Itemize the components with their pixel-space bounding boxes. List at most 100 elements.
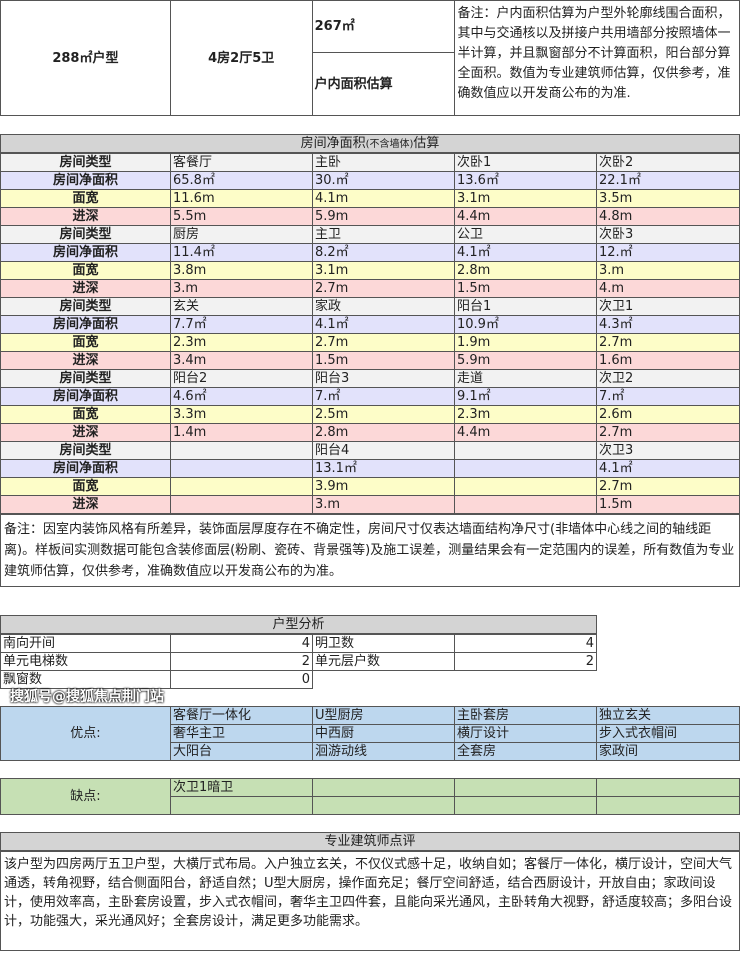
row-label: 房间类型	[0, 369, 171, 388]
cell: 2.8m	[454, 261, 597, 280]
row-label: 进深	[0, 423, 171, 442]
table-row: 进深 3.m 2.7m 1.5m 4.m	[0, 279, 740, 298]
cell: 7.㎡	[596, 387, 740, 406]
layout: 4房2厅5卫	[169, 0, 313, 116]
cell: 1.6m	[596, 351, 740, 370]
table-row: 优点: 客餐厅一体化 U型厨房 主卧套房 独立玄关	[0, 706, 740, 761]
cell: 次卧2	[596, 153, 740, 172]
item: 奢华主卫	[170, 724, 313, 743]
item: 全套房	[454, 742, 597, 761]
cell: 1.4m	[170, 423, 313, 442]
cell: 3.5m	[596, 189, 740, 208]
cell: 4.m	[596, 279, 740, 298]
value: 2	[454, 652, 597, 671]
row-label: 房间净面积	[0, 171, 171, 190]
cell: 4.1㎡	[596, 459, 740, 478]
cell: 7.㎡	[312, 387, 455, 406]
room-area-table: 房间净面积(不含墙体)估算 房间类型 客餐厅 主卧 次卧1 次卧2 房间净面积 65.8㎡ 3…	[0, 134, 740, 587]
table-row: 缺点: 次卫1暗卫	[0, 778, 740, 815]
table-row: 南向开间 4 明卫数 4	[0, 634, 597, 653]
review-title: 专业建筑师点评	[0, 832, 740, 851]
cell: 5.5m	[170, 207, 313, 226]
table-row: 进深 1.4m 2.8m 4.4m 2.7m	[0, 423, 740, 442]
item: 大阳台	[170, 742, 313, 761]
table-row: 房间净面积 65.8㎡ 30.㎡ 13.6㎡ 22.1㎡	[0, 171, 740, 190]
table-row: 进深 3.m 1.5m	[0, 495, 740, 514]
table-row: 进深 3.4m 1.5m 5.9m 1.6m	[0, 351, 740, 370]
cell: 4.4m	[454, 207, 597, 226]
cell: 阳台1	[454, 297, 597, 316]
cell: 次卫2	[596, 369, 740, 388]
table-row: 面宽 2.3m 2.7m 1.9m 2.7m	[0, 333, 740, 352]
cell: 厨房	[170, 225, 313, 244]
cell: 2.8m	[312, 423, 455, 442]
item	[170, 796, 313, 815]
cell: 1.5m	[312, 351, 455, 370]
table-row: 奢华主卫 中西厨 横厅设计 步入式衣帽间	[1, 724, 740, 743]
cell: 3.m	[312, 495, 455, 514]
table-row: 飘窗数 0	[0, 670, 597, 689]
item: 次卫1暗卫	[170, 778, 313, 797]
row-label: 面宽	[0, 477, 171, 496]
row-label: 房间净面积	[0, 459, 171, 478]
cell: 2.7m	[596, 333, 740, 352]
cell: 阳台2	[170, 369, 313, 388]
empty-cell	[455, 671, 597, 689]
cell: 5.9m	[312, 207, 455, 226]
table-row: 单元电梯数 2 单元层户数 2	[0, 652, 597, 671]
row-label: 房间净面积	[0, 387, 171, 406]
cell: 4.1㎡	[312, 315, 455, 334]
row-label: 进深	[0, 351, 171, 370]
cell: 8.2㎡	[312, 243, 455, 262]
empty-cell	[313, 671, 455, 689]
item: 客餐厅一体化	[170, 706, 313, 725]
cell	[170, 441, 313, 460]
cell: 次卫3	[596, 441, 740, 460]
item: U型厨房	[312, 706, 455, 725]
cell: 次卧3	[596, 225, 740, 244]
cell: 30.㎡	[312, 171, 455, 190]
row-label: 进深	[0, 495, 171, 514]
item: 洄游动线	[312, 742, 455, 761]
value: 0	[170, 670, 313, 689]
row-label: 面宽	[0, 261, 171, 280]
value: 4	[454, 634, 597, 653]
item	[312, 778, 455, 797]
value: 4	[170, 634, 313, 653]
cell	[454, 459, 597, 478]
analysis-title: 户型分析	[0, 615, 597, 634]
item: 主卧套房	[454, 706, 597, 725]
item: 步入式衣帽间	[596, 724, 740, 743]
item	[596, 778, 740, 797]
row-label: 面宽	[0, 333, 171, 352]
cell: 3.m	[596, 261, 740, 280]
pros-label: 优点:	[0, 706, 171, 761]
row-label: 房间净面积	[0, 315, 171, 334]
cell: 阳台4	[312, 441, 455, 460]
value: 2	[170, 652, 313, 671]
row-label: 房间类型	[0, 297, 171, 316]
cell: 玄关	[170, 297, 313, 316]
cell	[454, 477, 597, 496]
cell	[454, 441, 597, 460]
cell: 3.3m	[170, 405, 313, 424]
cell: 次卫1	[596, 297, 740, 316]
unit-type: 288㎡户型	[0, 0, 171, 116]
table-row: 房间净面积 11.4㎡ 8.2㎡ 4.1㎡ 12.㎡	[0, 243, 740, 262]
cell: 客餐厅	[170, 153, 313, 172]
table-row: 房间净面积 4.6㎡ 7.㎡ 9.1㎡ 7.㎡	[0, 387, 740, 406]
cell: 3.1m	[454, 189, 597, 208]
cell: 主卫	[312, 225, 455, 244]
cell: 9.1㎡	[454, 387, 597, 406]
row-label: 面宽	[0, 405, 171, 424]
cell	[170, 477, 313, 496]
table-row: 房间类型 客餐厅 主卧 次卧1 次卧2	[0, 153, 740, 172]
cell: 4.8m	[596, 207, 740, 226]
table-row: 房间净面积 7.7㎡ 4.1㎡ 10.9㎡ 4.3㎡	[0, 315, 740, 334]
cell: 走道	[454, 369, 597, 388]
room-table-title-main: 房间净面积	[300, 136, 366, 151]
cell: 1.9m	[454, 333, 597, 352]
table-row: 面宽 11.6m 4.1m 3.1m 3.5m	[0, 189, 740, 208]
table-row: 房间类型 厨房 主卫 公卫 次卧3	[0, 225, 740, 244]
cell: 4.1m	[312, 189, 455, 208]
